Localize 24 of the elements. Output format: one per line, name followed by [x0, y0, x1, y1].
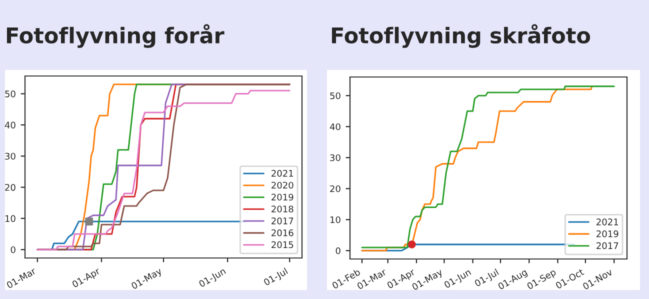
legend-label: 2020: [272, 182, 294, 189]
legend-label: 2018: [272, 206, 294, 212]
legend-label: 2017: [596, 242, 618, 250]
chart-title: Fotoflyvning forår: [6, 24, 224, 48]
legend-label: 2019: [596, 230, 618, 238]
legend-label: 2019: [272, 194, 294, 201]
y-tick-label: 20: [5, 184, 16, 191]
y-tick-label: 30: [5, 152, 16, 160]
legend-label: 2017: [272, 218, 294, 224]
y-tick-label: 0: [10, 246, 16, 254]
y-tick-label: 0: [336, 247, 340, 254]
legend-label: 2021: [272, 170, 294, 177]
chart-title: Fotoflyvning skråfoto: [332, 24, 590, 48]
legend-label: 2015: [272, 241, 294, 248]
y-tick-label: 50: [330, 92, 340, 100]
legend-label: 2021: [596, 218, 618, 226]
y-tick-label: 40: [4, 122, 16, 128]
y-tick-label: 10: [330, 216, 340, 224]
y-tick-label: 10: [5, 215, 16, 222]
y-tick-label: 20: [330, 185, 340, 192]
y-tick-label: 50: [5, 90, 16, 98]
y-tick-label: 40: [330, 123, 340, 130]
legend-label: 2016: [272, 229, 294, 236]
y-tick-label: 30: [330, 154, 340, 162]
